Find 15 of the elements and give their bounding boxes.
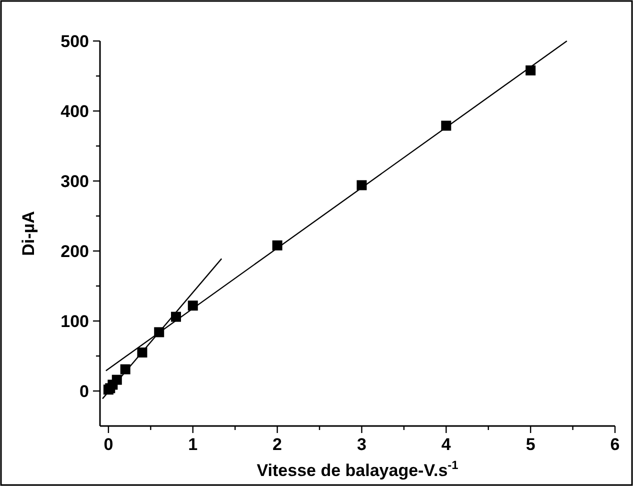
y-tick-label: 500 bbox=[60, 32, 89, 51]
x-tick-label: 6 bbox=[610, 435, 620, 454]
x-tick-label: 3 bbox=[356, 435, 366, 454]
y-axis-title: Di-µA bbox=[19, 211, 38, 256]
y-tick-label: 0 bbox=[80, 382, 89, 401]
y-tick-label: 300 bbox=[60, 172, 89, 191]
y-tick-label: 100 bbox=[60, 312, 89, 331]
x-tick-label: 0 bbox=[104, 435, 114, 454]
x-tick-label: 5 bbox=[526, 435, 536, 454]
x-axis-title: Vitesse de balayage-V.s$^{-1}$ bbox=[256, 458, 459, 480]
x-tick-label: 4 bbox=[441, 435, 452, 454]
y-tick-label: 200 bbox=[60, 242, 89, 261]
y-tick-label: 400 bbox=[60, 102, 89, 121]
x-tick-label: 1 bbox=[188, 435, 198, 454]
x-tick-label: 2 bbox=[272, 435, 282, 454]
